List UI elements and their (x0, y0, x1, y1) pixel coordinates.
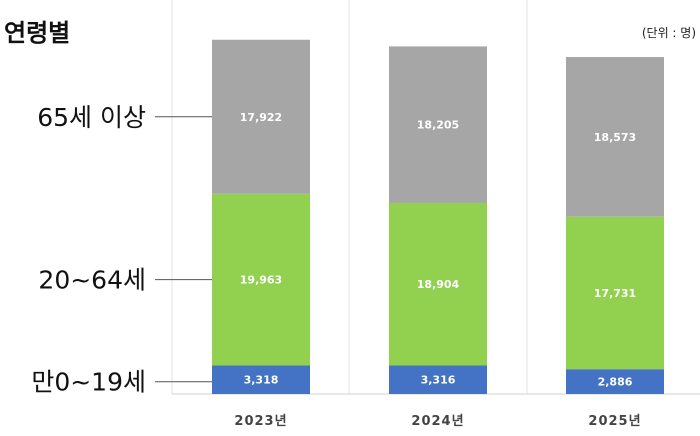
plot-gridlines (171, 0, 528, 394)
unit-note: (단위 : 명) (642, 26, 696, 40)
series-label-1: 20~64세 (38, 266, 146, 295)
bar-2-2 (566, 57, 664, 217)
x-tick-1: 2024년 (411, 414, 464, 429)
data-label-1-1: 18,904 (417, 278, 460, 291)
bar-2-0 (212, 39, 310, 194)
bar-0-2 (566, 369, 664, 394)
data-label-2-0: 17,922 (240, 111, 282, 124)
bar-1-0 (212, 193, 310, 366)
x-ticks: 2023년 2024년 2025년 (234, 414, 641, 429)
x-tick-2: 2025년 (588, 414, 641, 429)
bars-group: 3,318 3,316 2,886 19,963 18,904 17,731 17,922 1… (212, 39, 664, 394)
bar-0-0 (212, 365, 310, 394)
data-label-2-2: 18,573 (594, 131, 636, 144)
data-label-2-1: 18,205 (417, 119, 459, 132)
data-label-1-2: 17,731 (594, 287, 636, 300)
series-labels: 만0~19세 20~64세 65세 이상 (31, 103, 146, 397)
x-tick-0: 2023년 (234, 414, 287, 429)
bar-0-1 (389, 365, 487, 394)
series-label-2: 65세 이상 (37, 103, 146, 132)
data-label-0-2: 2,886 (598, 376, 633, 389)
series-label-0: 만0~19세 (31, 368, 146, 397)
bar-1-1 (389, 202, 487, 366)
series-connectors (155, 116, 212, 383)
bar-1-2 (566, 216, 664, 370)
chart-title: 연령별 (4, 19, 70, 47)
data-label-0-0: 3,318 (244, 374, 279, 387)
data-label-1-0: 19,963 (240, 274, 282, 287)
bar-2-1 (389, 46, 487, 203)
data-label-0-1: 3,316 (421, 374, 456, 387)
